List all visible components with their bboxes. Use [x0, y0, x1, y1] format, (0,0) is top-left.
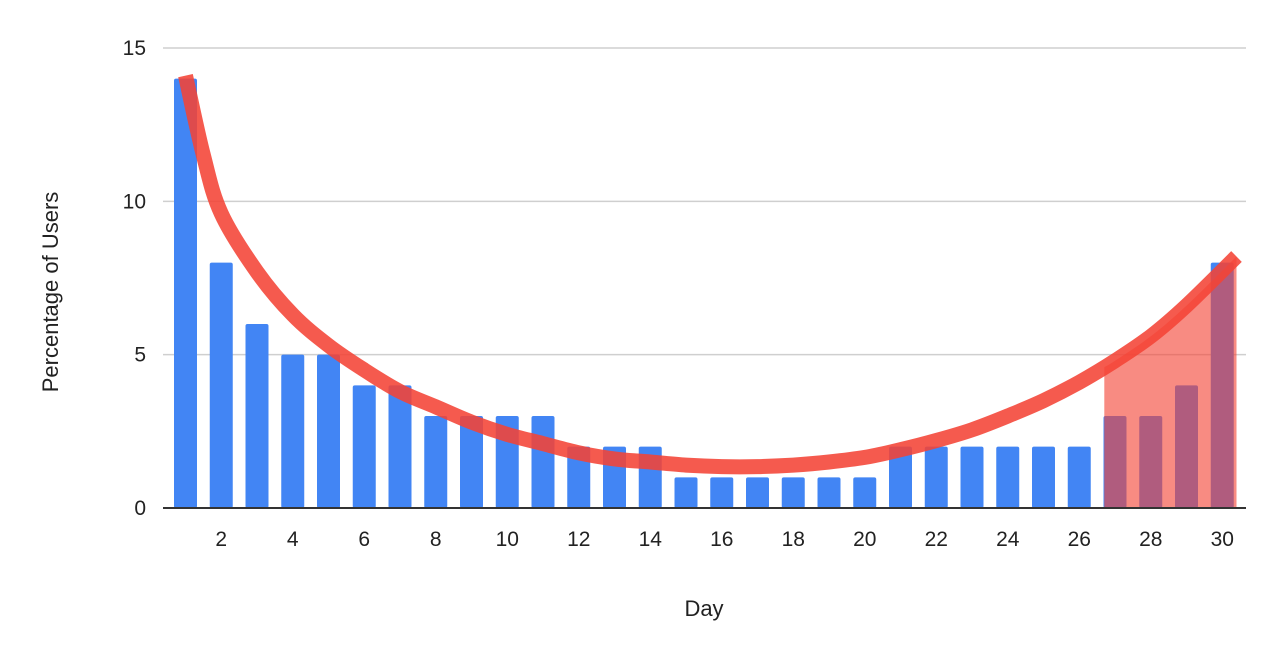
bar: [245, 324, 269, 508]
x-tick-label: 26: [1068, 528, 1091, 551]
highlight-region: [1104, 256, 1237, 508]
x-tick-label: 16: [710, 528, 733, 551]
highlight-overlay: [178, 73, 1242, 508]
y-axis-title: Percentage of Users: [38, 192, 63, 393]
x-tick-label: 22: [925, 528, 948, 551]
x-tick-label: 14: [639, 528, 663, 551]
bar: [388, 385, 412, 508]
bar: [531, 416, 555, 508]
x-tick-label: 24: [996, 528, 1020, 551]
x-tick-label: 28: [1139, 528, 1162, 551]
bar: [174, 78, 197, 509]
x-tick-label: 8: [430, 528, 442, 551]
bar: [710, 477, 734, 508]
y-tick-label: 0: [134, 497, 146, 520]
y-axis-ticks: 0 5 10 15: [123, 37, 146, 520]
x-tick-label: 30: [1211, 528, 1234, 551]
x-tick-label: 2: [215, 528, 227, 551]
bar: [281, 354, 305, 508]
bar: [424, 416, 448, 508]
bar: [889, 446, 912, 508]
y-tick-label: 10: [123, 190, 146, 213]
bar: [1067, 446, 1091, 508]
bar: [567, 446, 591, 508]
x-tick-label: 20: [853, 528, 876, 551]
bar: [674, 477, 698, 508]
bar: [853, 477, 877, 508]
bar: [352, 385, 376, 508]
bar: [781, 477, 805, 508]
x-tick-label: 4: [287, 528, 299, 551]
x-axis-title: Day: [684, 596, 723, 621]
bar: [1032, 446, 1055, 508]
x-tick-label: 12: [567, 528, 590, 551]
bar: [317, 354, 340, 508]
bar: [460, 416, 483, 508]
bar: [209, 262, 233, 508]
bar: [817, 477, 841, 508]
y-tick-label: 5: [134, 344, 146, 367]
bar: [924, 446, 948, 508]
bars: [174, 78, 1234, 509]
bar: [996, 446, 1020, 508]
trend-curve: [178, 73, 1242, 475]
bar: [746, 477, 769, 508]
y-tick-label: 15: [123, 37, 146, 60]
x-tick-label: 6: [358, 528, 370, 551]
x-axis-ticks: 2 4 6 8 10 12 14 16 18 20 22 24 26 28 30: [215, 528, 1234, 551]
bar: [960, 446, 984, 508]
x-tick-label: 10: [496, 528, 519, 551]
gridlines: [163, 47, 1246, 356]
x-tick-label: 18: [782, 528, 805, 551]
